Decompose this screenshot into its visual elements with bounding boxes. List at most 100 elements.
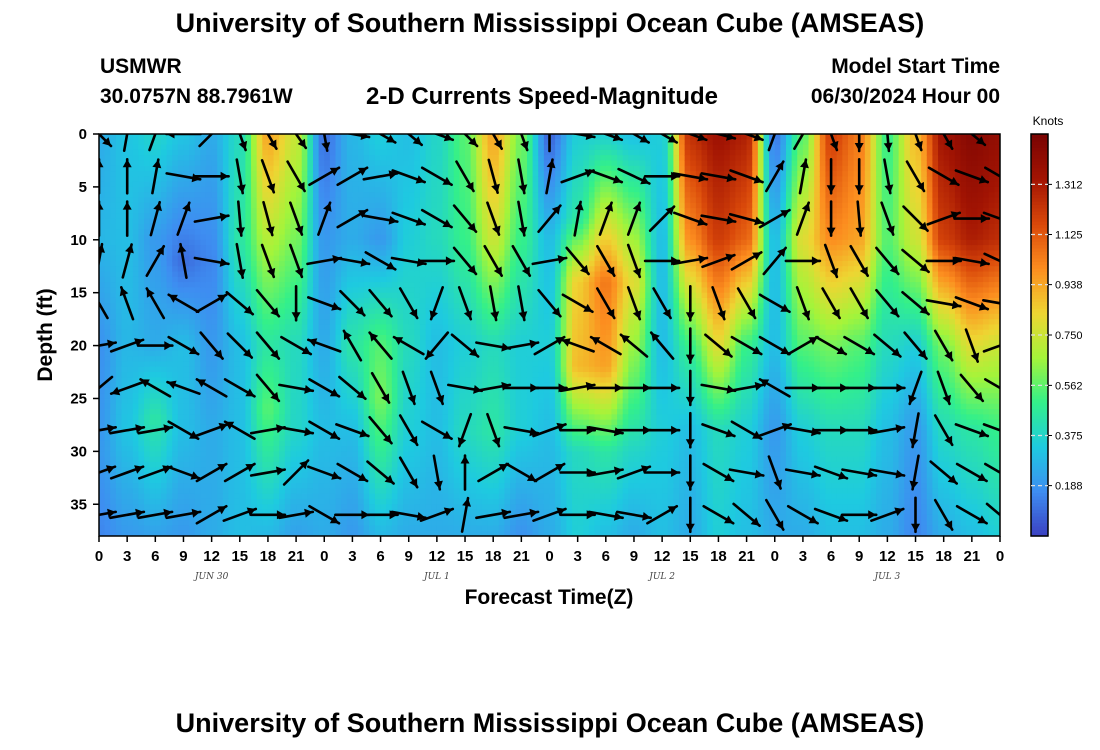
heat-cell bbox=[307, 324, 314, 331]
heat-cell bbox=[448, 192, 455, 199]
heat-cell bbox=[397, 435, 404, 442]
heat-cell bbox=[245, 239, 252, 246]
heat-cell bbox=[397, 467, 404, 474]
heat-cell bbox=[245, 197, 252, 204]
heat-cell bbox=[358, 403, 365, 410]
heat-cell bbox=[374, 260, 382, 267]
heat-cell bbox=[403, 250, 410, 257]
heat-cell bbox=[408, 208, 415, 214]
heat-cell bbox=[380, 181, 387, 188]
heat-cell bbox=[414, 350, 421, 357]
heat-cell bbox=[99, 282, 106, 288]
heat-cell bbox=[149, 498, 156, 505]
heat-cell bbox=[267, 160, 275, 167]
heat-cell bbox=[436, 223, 444, 230]
heat-cell bbox=[217, 409, 224, 415]
heat-cell bbox=[132, 213, 140, 220]
heat-cell bbox=[228, 313, 235, 320]
heat-cell bbox=[200, 345, 207, 352]
heat-cell bbox=[380, 467, 387, 474]
heat-cell bbox=[99, 229, 106, 236]
heat-cell bbox=[166, 134, 173, 140]
heat-cell bbox=[307, 451, 314, 458]
heat-cell bbox=[301, 403, 308, 410]
heat-cell bbox=[155, 477, 162, 484]
heat-cell bbox=[380, 403, 387, 410]
heat-cell bbox=[448, 514, 455, 521]
heat-cell bbox=[329, 197, 337, 204]
heat-cell bbox=[194, 446, 201, 452]
heat-cell bbox=[217, 155, 224, 162]
heat-cell bbox=[205, 234, 213, 241]
heat-cell bbox=[363, 409, 370, 415]
heat-cell bbox=[132, 356, 140, 363]
heat-cell bbox=[149, 409, 156, 415]
heat-cell bbox=[189, 467, 196, 474]
heat-cell bbox=[160, 483, 168, 489]
heat-cell bbox=[273, 245, 280, 251]
heat-cell bbox=[296, 498, 303, 505]
heat-cell bbox=[205, 192, 213, 199]
heat-cell bbox=[324, 414, 331, 421]
heat-cell bbox=[245, 282, 252, 288]
heat-cell bbox=[127, 181, 134, 188]
heat-cell bbox=[408, 245, 415, 251]
heat-cell bbox=[369, 165, 376, 172]
heat-cell bbox=[267, 324, 275, 331]
heat-cell bbox=[273, 297, 280, 304]
heat-cell bbox=[166, 149, 173, 156]
heat-cell bbox=[301, 208, 308, 214]
heat-cell bbox=[144, 372, 151, 378]
heat-cell bbox=[335, 467, 342, 474]
heat-cell bbox=[419, 493, 427, 500]
heat-cell bbox=[132, 530, 140, 536]
heat-cell bbox=[267, 329, 275, 336]
heat-cell bbox=[251, 525, 258, 532]
heat-cell bbox=[442, 345, 449, 352]
heat-cell bbox=[166, 520, 173, 527]
heat-cell bbox=[132, 160, 140, 167]
heat-cell bbox=[228, 287, 235, 294]
heat-cell bbox=[296, 451, 303, 458]
heat-cell bbox=[273, 461, 280, 468]
heat-cell bbox=[234, 514, 241, 521]
heat-cell bbox=[318, 414, 325, 421]
heat-cell bbox=[104, 440, 111, 447]
heat-cell bbox=[414, 292, 421, 299]
heat-cell bbox=[408, 451, 415, 458]
heat-cell bbox=[205, 419, 213, 426]
heat-cell bbox=[312, 477, 320, 484]
heat-cell bbox=[99, 292, 106, 299]
heat-cell bbox=[234, 409, 241, 415]
heat-cell bbox=[132, 139, 140, 146]
heat-cell bbox=[459, 297, 466, 304]
heat-cell bbox=[318, 144, 325, 151]
heat-cell bbox=[329, 440, 337, 447]
heat-cell bbox=[267, 202, 275, 209]
heat-cell bbox=[262, 498, 269, 505]
heat-cell bbox=[160, 382, 168, 389]
heat-cell bbox=[425, 504, 432, 511]
heat-cell bbox=[121, 456, 128, 463]
heat-cell bbox=[284, 509, 292, 516]
heat-cell bbox=[459, 250, 466, 257]
heat-cell bbox=[183, 409, 190, 415]
heat-cell bbox=[324, 403, 331, 410]
heat-cell bbox=[419, 456, 427, 463]
heat-cell bbox=[352, 356, 359, 363]
heat-cell bbox=[301, 372, 308, 378]
heat-cell bbox=[166, 430, 173, 437]
heat-cell bbox=[335, 372, 342, 378]
heat-cell bbox=[341, 239, 348, 246]
heat-cell bbox=[183, 239, 190, 246]
heat-cell bbox=[183, 493, 190, 500]
heat-cell bbox=[408, 456, 415, 463]
heat-cell bbox=[273, 176, 280, 183]
heat-cell bbox=[273, 218, 280, 225]
heat-cell bbox=[256, 498, 263, 505]
heat-cell bbox=[374, 451, 382, 458]
heat-cell bbox=[307, 239, 314, 246]
heat-cell bbox=[453, 345, 460, 352]
heat-cell bbox=[138, 218, 145, 225]
heat-cell bbox=[318, 446, 325, 452]
